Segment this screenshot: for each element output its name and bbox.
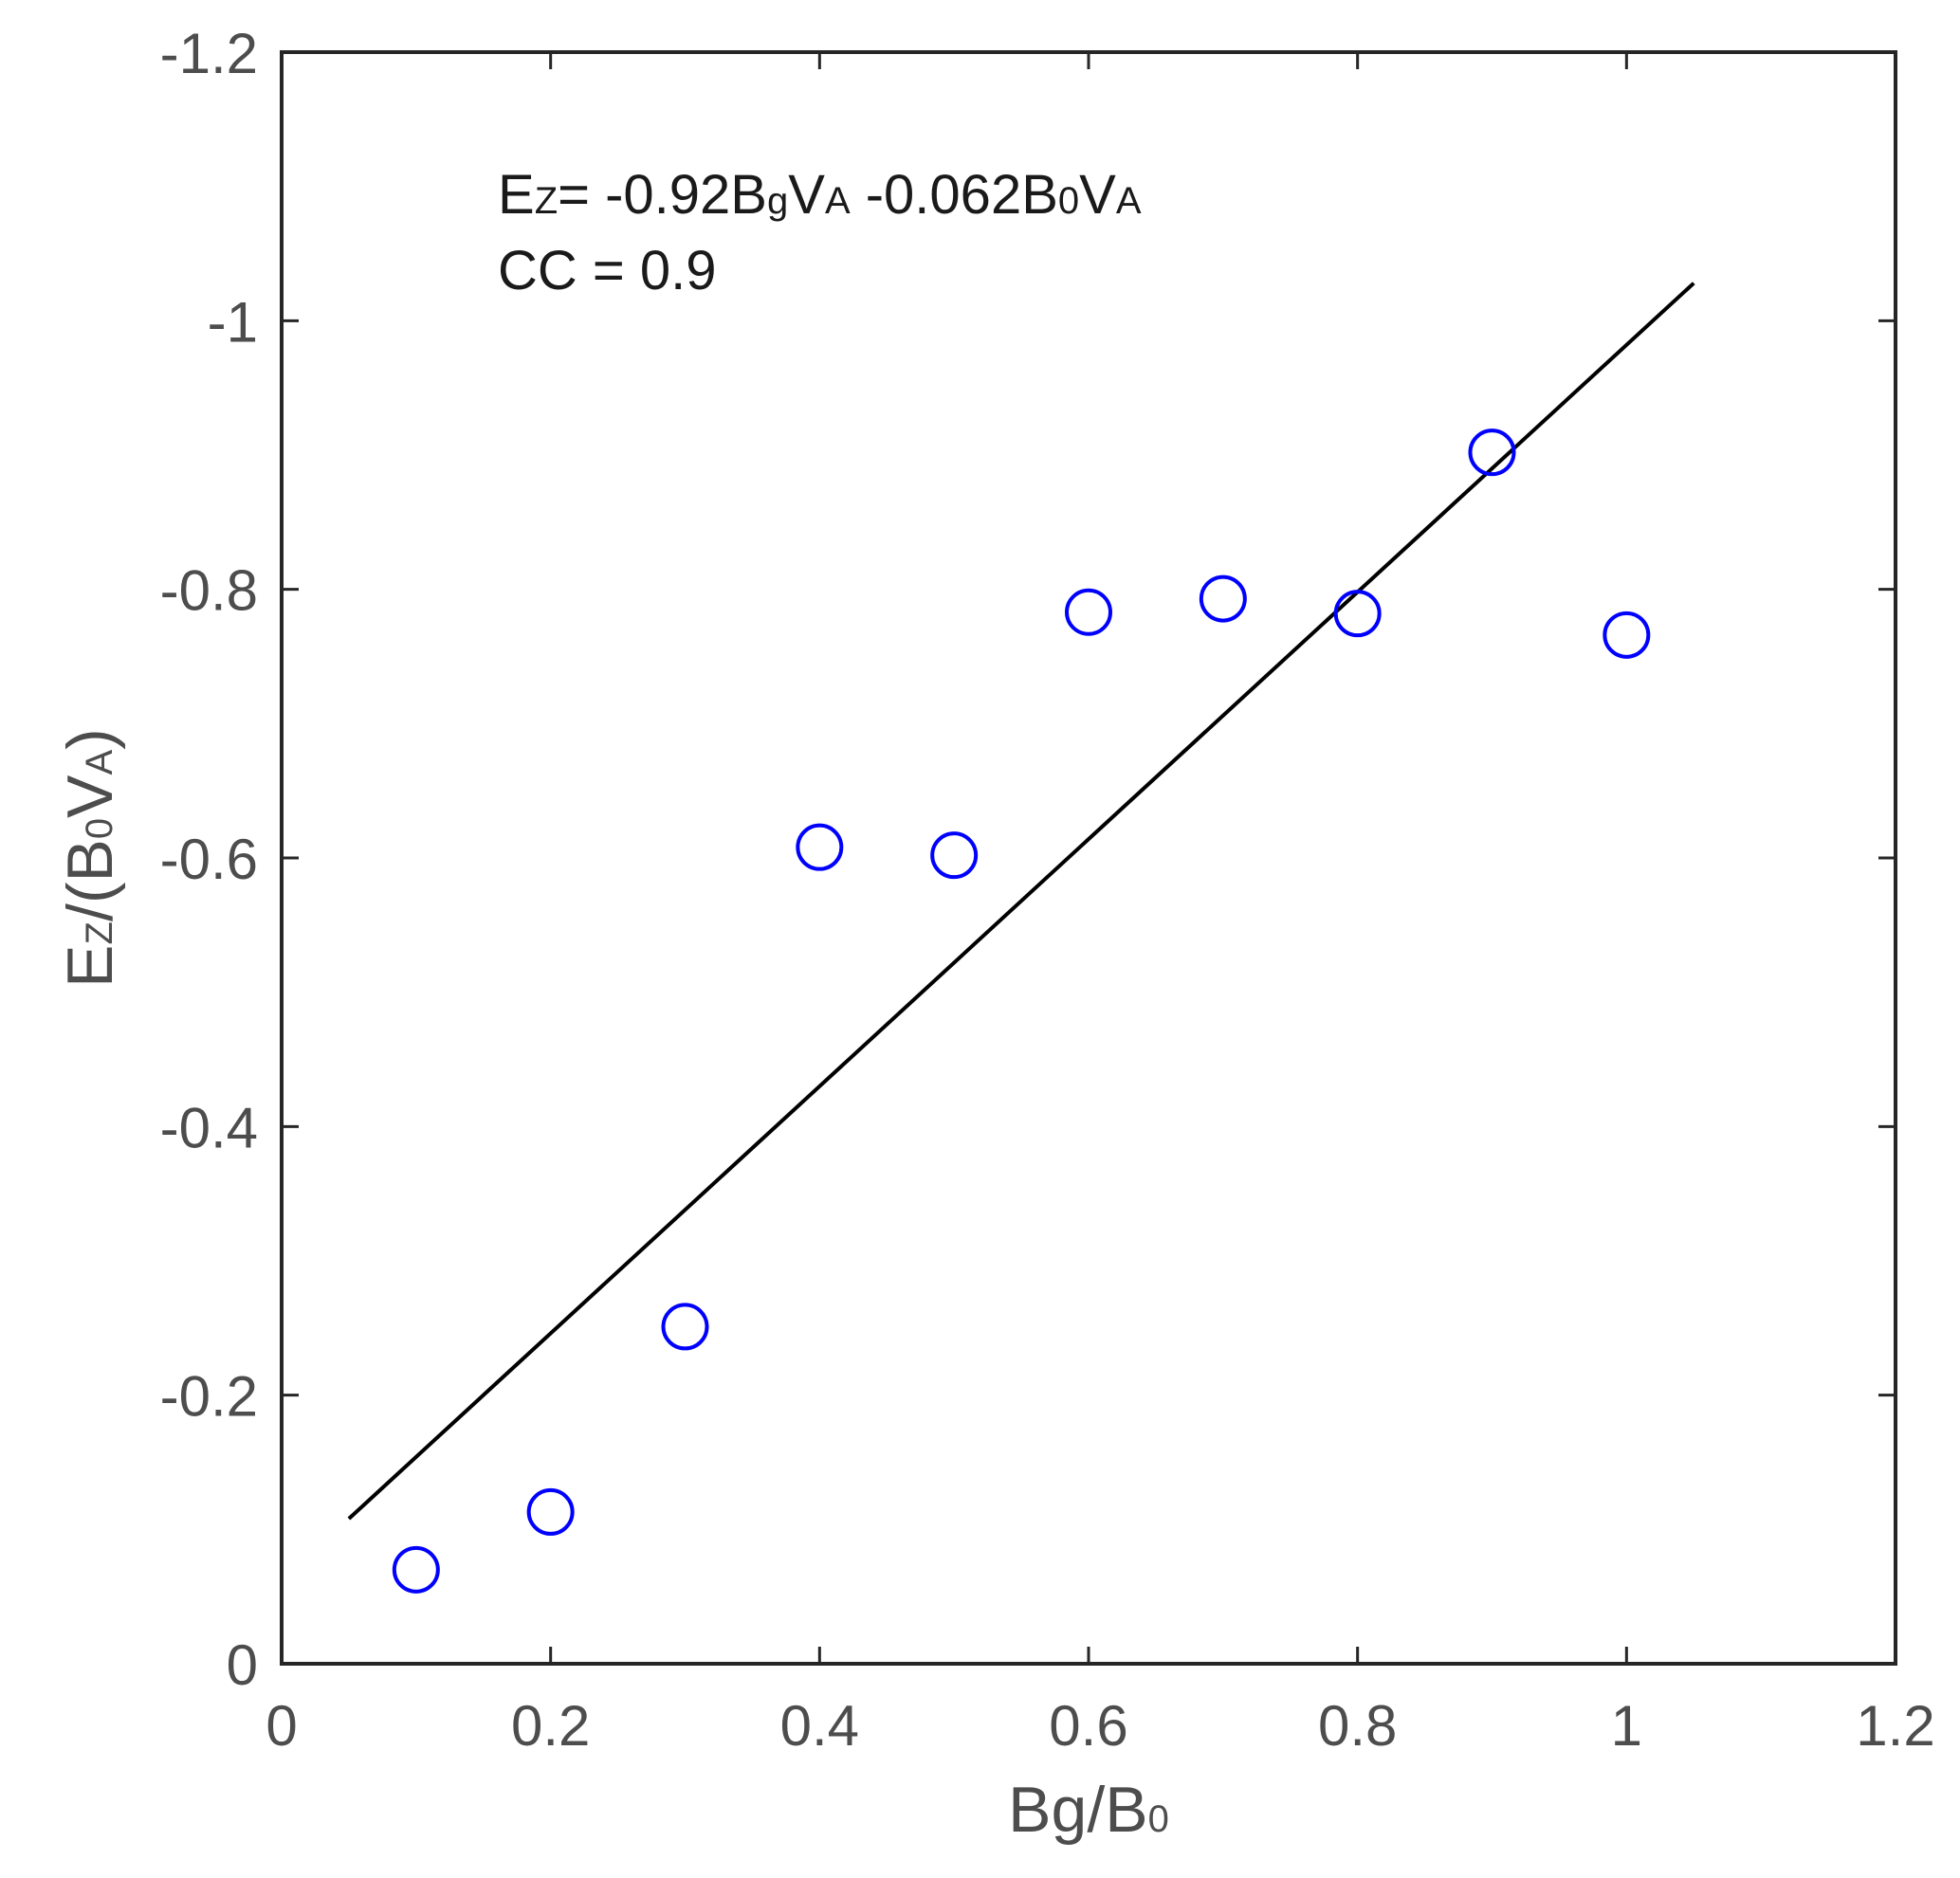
data-point bbox=[1065, 588, 1112, 636]
x-tick-label: 1 bbox=[1611, 1694, 1642, 1758]
subscript: Z bbox=[535, 180, 558, 222]
y-tick-label: -0.8 bbox=[160, 559, 258, 623]
y-tick-label: -1.2 bbox=[160, 22, 258, 85]
label-part: -0.062B bbox=[851, 164, 1058, 226]
y-tick-labels: 0 -0.2 -0.4 -0.6 -0.8 -1 -1.2 bbox=[160, 22, 258, 1697]
x-tick-label: 0.6 bbox=[1049, 1694, 1127, 1758]
label-part: ) bbox=[54, 728, 126, 750]
label-part: /(B bbox=[54, 839, 126, 921]
y-tick-label: 0 bbox=[227, 1633, 258, 1697]
fit-equation: EZ= -0.92BgVA -0.062B0VA bbox=[498, 164, 1142, 226]
correlation-coefficient: CC = 0.9 bbox=[498, 240, 717, 301]
x-tick-label: 0.2 bbox=[511, 1694, 590, 1758]
data-point bbox=[1333, 590, 1382, 638]
subscript: Z bbox=[79, 921, 120, 944]
data-point bbox=[526, 1487, 575, 1536]
label-part: = -0.92B bbox=[558, 164, 767, 226]
label-part: E bbox=[54, 944, 126, 987]
y-tick-label: -0.6 bbox=[160, 828, 258, 891]
y-ticks bbox=[282, 50, 1896, 1666]
data-point bbox=[392, 1545, 440, 1594]
fit-line bbox=[347, 282, 1695, 1521]
subscript: A bbox=[79, 750, 120, 775]
label-part: E bbox=[498, 164, 535, 226]
x-tick-label: 0.8 bbox=[1318, 1694, 1397, 1758]
data-point bbox=[1468, 428, 1516, 477]
subscript: 0 bbox=[1148, 1798, 1169, 1840]
label-part: V bbox=[788, 164, 825, 226]
subscript: 0 bbox=[79, 818, 120, 839]
subscript: A bbox=[825, 180, 851, 222]
data-point bbox=[1603, 611, 1651, 659]
data-point bbox=[1199, 574, 1247, 623]
x-tick-label: 0.4 bbox=[780, 1694, 859, 1758]
data-points bbox=[392, 428, 1651, 1594]
y-axis-title: EZ/(B0VA) bbox=[54, 728, 126, 988]
y-tick-label: -0.4 bbox=[160, 1096, 258, 1159]
x-tick-label: 0 bbox=[266, 1694, 297, 1758]
y-tick-label: -1 bbox=[208, 290, 258, 354]
x-tick-labels: 0 0.2 0.4 0.6 0.8 1 1.2 bbox=[266, 1694, 1934, 1758]
y-tick-label: -0.2 bbox=[160, 1365, 258, 1429]
label-part: Bg/B bbox=[1008, 1774, 1147, 1846]
x-tick-label: 1.2 bbox=[1856, 1694, 1934, 1758]
x-axis-title: Bg/B0 bbox=[1008, 1774, 1169, 1846]
data-point bbox=[930, 831, 979, 880]
x-ticks bbox=[280, 52, 1897, 1664]
subscript: 0 bbox=[1058, 180, 1079, 222]
label-part: V bbox=[1079, 164, 1116, 226]
subscript: g bbox=[767, 180, 788, 222]
subscript: A bbox=[1116, 180, 1142, 222]
data-point bbox=[796, 823, 844, 871]
data-point bbox=[661, 1303, 709, 1351]
label-part: V bbox=[54, 775, 126, 818]
